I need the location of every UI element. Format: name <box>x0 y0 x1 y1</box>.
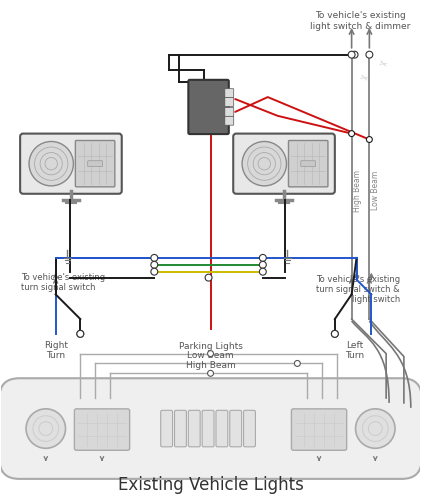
FancyBboxPatch shape <box>216 410 228 447</box>
Text: High Beam: High Beam <box>353 170 362 212</box>
FancyBboxPatch shape <box>233 134 335 194</box>
Text: Existing Vehicle Lights: Existing Vehicle Lights <box>117 476 304 494</box>
FancyBboxPatch shape <box>161 410 173 447</box>
FancyBboxPatch shape <box>0 378 421 479</box>
Circle shape <box>349 130 354 136</box>
FancyBboxPatch shape <box>202 410 214 447</box>
Text: Low Beam: Low Beam <box>371 171 380 210</box>
Text: Right
Turn: Right Turn <box>44 341 68 360</box>
Circle shape <box>259 268 266 275</box>
Circle shape <box>242 142 287 186</box>
Circle shape <box>332 330 338 338</box>
Circle shape <box>29 142 73 186</box>
Circle shape <box>151 254 158 262</box>
FancyBboxPatch shape <box>74 409 130 451</box>
Circle shape <box>332 330 338 338</box>
Circle shape <box>366 51 373 58</box>
Circle shape <box>77 330 84 338</box>
FancyBboxPatch shape <box>288 140 328 187</box>
FancyBboxPatch shape <box>225 116 234 125</box>
FancyBboxPatch shape <box>20 134 122 194</box>
Circle shape <box>151 262 158 268</box>
FancyBboxPatch shape <box>188 80 229 134</box>
FancyBboxPatch shape <box>230 410 242 447</box>
Text: Left
Turn: Left Turn <box>345 341 364 360</box>
FancyBboxPatch shape <box>175 410 187 447</box>
Circle shape <box>205 274 212 281</box>
FancyBboxPatch shape <box>88 160 103 166</box>
Circle shape <box>208 350 214 356</box>
Circle shape <box>77 330 84 338</box>
Circle shape <box>208 370 214 376</box>
Circle shape <box>259 262 266 268</box>
FancyBboxPatch shape <box>225 98 234 106</box>
Text: To vehicle's existing
turn signal switch &
light switch: To vehicle's existing turn signal switch… <box>316 274 400 304</box>
Text: Low Beam: Low Beam <box>187 352 234 360</box>
Text: Parking Lights: Parking Lights <box>179 342 243 350</box>
FancyBboxPatch shape <box>75 140 115 187</box>
FancyBboxPatch shape <box>225 88 234 98</box>
Circle shape <box>151 268 158 275</box>
Circle shape <box>366 136 372 142</box>
Text: To vehicle's existing
turn signal switch: To vehicle's existing turn signal switch <box>21 273 105 292</box>
Text: High Beam: High Beam <box>186 362 235 370</box>
Circle shape <box>26 409 66 449</box>
Circle shape <box>259 254 266 262</box>
Text: ✂: ✂ <box>377 58 388 70</box>
FancyBboxPatch shape <box>291 409 347 451</box>
Circle shape <box>294 360 300 366</box>
Circle shape <box>351 51 358 58</box>
FancyBboxPatch shape <box>225 108 234 116</box>
Text: To vehicle's existing
light switch & dimmer: To vehicle's existing light switch & dim… <box>310 12 411 31</box>
Circle shape <box>348 51 355 58</box>
Circle shape <box>356 409 395 449</box>
FancyBboxPatch shape <box>243 410 255 447</box>
FancyBboxPatch shape <box>301 160 315 166</box>
FancyBboxPatch shape <box>188 410 200 447</box>
Text: ✂: ✂ <box>359 72 370 85</box>
